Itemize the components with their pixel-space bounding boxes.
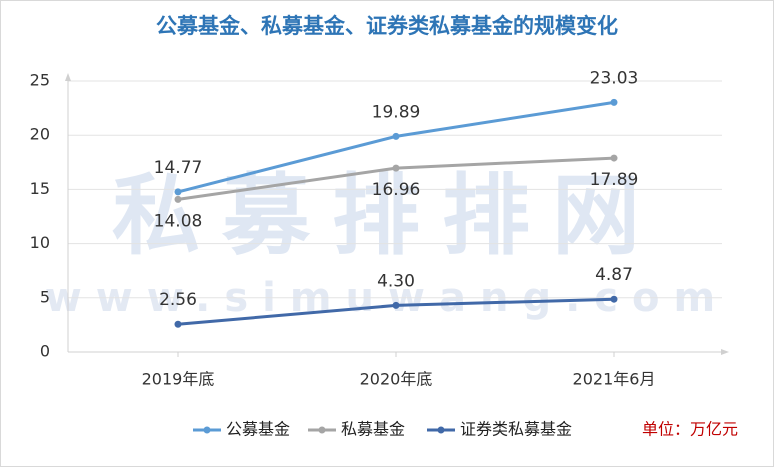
data-label: 2.56 [159, 290, 197, 310]
legend-marker [437, 426, 445, 434]
y-tick-label: 25 [30, 71, 50, 90]
data-label: 16.96 [372, 180, 421, 200]
data-point [392, 164, 400, 172]
data-point [610, 154, 618, 162]
data-label: 19.89 [372, 102, 421, 122]
data-label: 14.77 [154, 158, 203, 178]
data-point [610, 98, 618, 106]
data-label: 4.87 [595, 265, 633, 285]
x-tick-label: 2020年底 [360, 370, 433, 389]
x-tick-label: 2021年6月 [573, 370, 656, 389]
y-tick-label: 5 [40, 287, 50, 306]
y-tick-label: 0 [40, 342, 50, 361]
y-axis-arrow [65, 73, 71, 81]
data-point [174, 188, 182, 196]
chart-title: 公募基金、私募基金、证券类私募基金的规模变化 [156, 14, 618, 38]
data-label: 23.03 [590, 68, 639, 88]
legend-label: 证券类私募基金 [460, 420, 572, 439]
y-tick-label: 10 [30, 233, 50, 252]
data-label: 4.30 [377, 271, 415, 291]
legend-marker [203, 426, 211, 434]
data-label: 17.89 [590, 170, 639, 190]
data-label: 14.08 [154, 211, 203, 231]
x-axis-arrow [721, 349, 729, 355]
y-tick-label: 20 [30, 125, 50, 144]
watermark: 私募排排网 [112, 164, 662, 267]
legend-marker [318, 426, 326, 434]
y-tick-label: 15 [30, 179, 50, 198]
legend-label: 私募基金 [341, 420, 405, 439]
legend-label: 公募基金 [226, 420, 290, 439]
unit-note: 单位：万亿元 [642, 420, 738, 439]
x-tick-label: 2019年底 [142, 370, 215, 389]
data-point [174, 320, 182, 328]
data-point [392, 132, 400, 140]
data-point [392, 301, 400, 309]
data-point [610, 295, 618, 303]
data-point [174, 195, 182, 203]
